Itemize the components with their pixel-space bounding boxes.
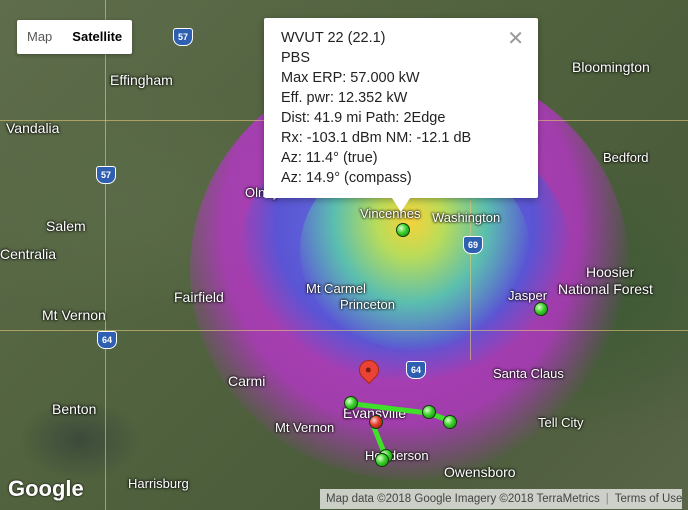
place-label: Hoosier [586,264,635,280]
map-type-control: Map Satellite [17,20,133,54]
place-label: Mt Carmel [306,281,366,296]
place-label: Tell City [538,415,584,430]
info-window: WVUT 22 (22.1) PBS Max ERP: 57.000 kW Ef… [264,18,538,212]
station-marker[interactable] [443,415,457,429]
place-label: Santa Claus [493,366,564,381]
rx-level: Rx: -103.1 dBm NM: -12.1 dB [281,130,472,146]
effective-power: Eff. pwr: 12.352 kW [281,90,408,106]
place-label: Mt Vernon [275,420,335,435]
azimuth-compass: Az: 14.9° (compass) [281,170,412,186]
station-callsign: WVUT 22 (22.1) [281,30,386,46]
road [470,200,471,360]
place-label: National Forest [558,281,653,297]
station-network: PBS [281,50,311,66]
place-label: Washington [432,210,501,225]
attribution-bar: Map data ©2018 Google Imagery ©2018 Terr… [320,489,683,509]
place-label: Effingham [110,72,173,88]
separator: | [605,493,609,505]
place-label: Princeton [340,297,395,312]
terms-link[interactable]: Terms of Use [614,493,683,505]
map-button[interactable]: Map [27,29,53,44]
place-label: Harrisburg [128,476,189,491]
place-label: Carmi [228,373,266,389]
place-label: Mt Vernon [42,307,106,323]
satellite-button[interactable]: Satellite [72,29,123,44]
place-label: Bedford [603,150,649,165]
place-label: Centralia [0,246,57,262]
place-label: Vincennes [360,206,421,221]
station-marker[interactable] [375,453,389,467]
receiver-marker[interactable] [369,415,383,429]
google-logo: Google [8,476,84,501]
road [105,0,106,510]
highway-shield: 69 [463,236,483,254]
place-label: Jasper [508,288,548,303]
place-label: Benton [52,401,97,417]
highway-shield: 57 [173,28,193,46]
azimuth-true: Az: 11.4° (true) [281,150,378,166]
station-marker[interactable] [396,223,410,237]
distance-path: Dist: 41.9 mi Path: 2Edge [281,110,446,126]
max-erp: Max ERP: 57.000 kW [281,70,420,86]
info-window-content: WVUT 22 (22.1) PBS Max ERP: 57.000 kW Ef… [281,28,471,188]
station-marker[interactable] [422,405,436,419]
place-label: Owensboro [444,464,516,480]
road [0,330,688,331]
place-label: Salem [46,218,86,234]
highway-shield: 57 [96,166,116,184]
highway-shield: 64 [97,331,117,349]
place-label: Bloomington [572,59,650,75]
highway-shield: 64 [406,361,426,379]
map-data-attribution: Map data ©2018 Google Imagery ©2018 Terr… [326,493,600,505]
station-marker[interactable] [534,302,548,316]
place-label: Vandalia [6,120,60,136]
station-marker[interactable] [344,396,358,410]
close-icon[interactable]: ✕ [507,28,524,50]
place-label: Fairfield [174,289,224,305]
